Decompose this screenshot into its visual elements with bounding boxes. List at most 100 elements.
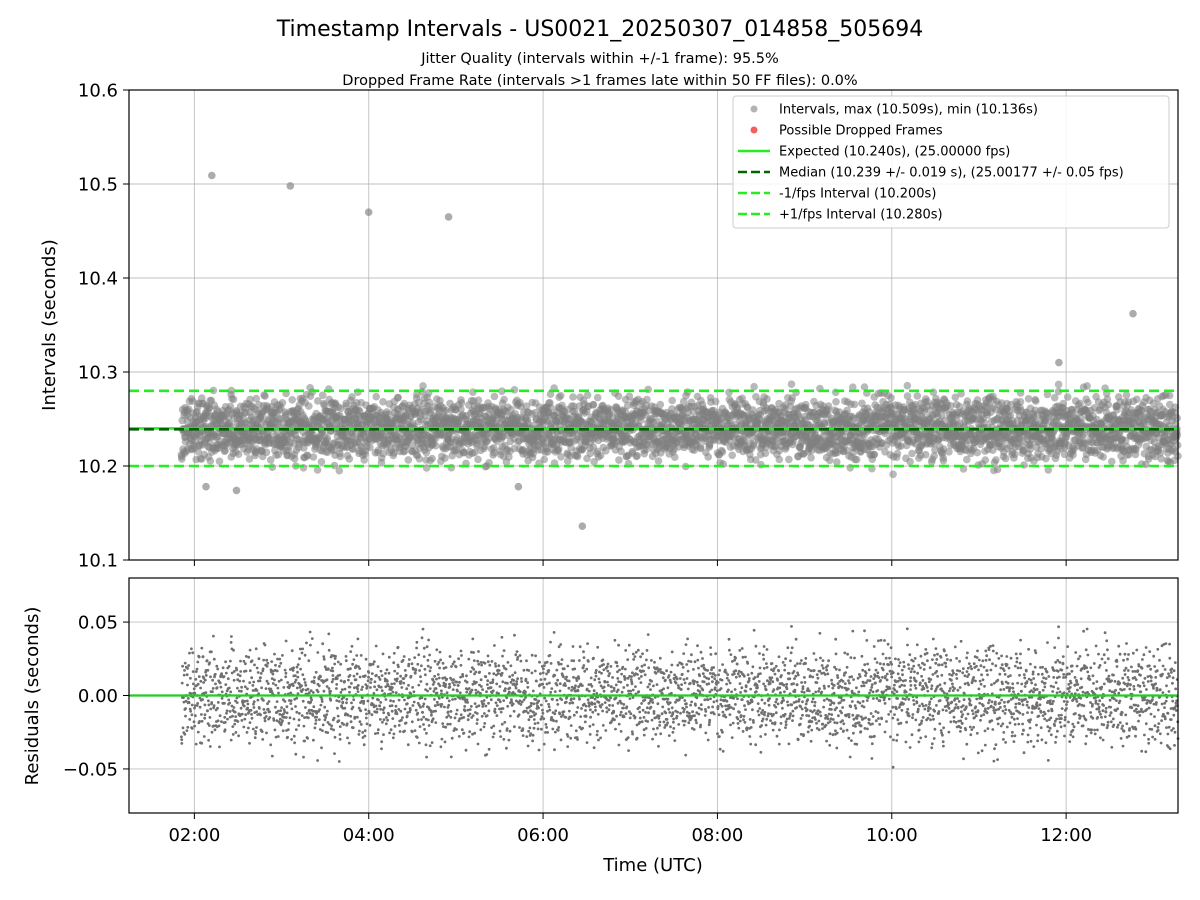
residual-point bbox=[236, 686, 239, 690]
residual-point bbox=[351, 726, 355, 730]
residual-point bbox=[194, 670, 198, 673]
residual-point bbox=[355, 654, 359, 657]
residual-point bbox=[311, 691, 315, 694]
residual-point bbox=[377, 698, 380, 702]
interval-point bbox=[314, 397, 322, 405]
residual-point bbox=[399, 680, 403, 683]
residual-point bbox=[180, 742, 184, 745]
residual-point bbox=[302, 677, 306, 681]
interval-point bbox=[246, 395, 254, 404]
legend-marker-dropped bbox=[750, 126, 758, 134]
residual-point bbox=[265, 731, 268, 735]
interval-point bbox=[668, 405, 676, 413]
legend-label-dropped: Possible Dropped Frames bbox=[779, 124, 943, 139]
residual-point bbox=[380, 674, 384, 677]
interval-point bbox=[336, 452, 345, 461]
residual-point bbox=[270, 660, 274, 663]
residual-point bbox=[396, 672, 399, 675]
residual-point bbox=[343, 687, 347, 691]
residual-point bbox=[192, 682, 195, 686]
residual-point bbox=[285, 705, 289, 709]
residual-point bbox=[223, 721, 227, 724]
interval-point bbox=[457, 405, 465, 413]
residual-point bbox=[276, 686, 280, 690]
interval-point bbox=[215, 457, 224, 466]
residual-point bbox=[252, 700, 256, 704]
residual-point bbox=[374, 644, 378, 648]
residual-point bbox=[315, 715, 319, 719]
residual-point bbox=[375, 673, 378, 677]
interval-point bbox=[557, 453, 565, 461]
residual-point bbox=[346, 713, 350, 717]
residual-point bbox=[379, 718, 382, 721]
residual-point bbox=[196, 730, 200, 734]
residual-point bbox=[314, 670, 318, 674]
top-y-tick-label: 10.5 bbox=[78, 175, 118, 196]
interval-outlier-point bbox=[578, 522, 587, 530]
residual-point bbox=[392, 661, 396, 665]
residual-point bbox=[196, 682, 200, 686]
residual-point bbox=[244, 669, 248, 673]
residual-point bbox=[378, 678, 382, 681]
residual-point bbox=[200, 646, 204, 650]
residual-point bbox=[339, 679, 343, 683]
interval-point bbox=[696, 443, 705, 452]
residual-point bbox=[282, 686, 286, 689]
residual-point bbox=[203, 678, 207, 682]
residual-point bbox=[262, 658, 266, 662]
residual-point bbox=[338, 733, 342, 736]
interval-point bbox=[785, 455, 793, 464]
residual-point bbox=[191, 651, 195, 655]
residual-point bbox=[364, 657, 368, 661]
residual-point bbox=[390, 682, 394, 686]
residual-point bbox=[249, 708, 253, 712]
interval-point bbox=[921, 450, 930, 459]
interval-point bbox=[318, 391, 327, 400]
interval-point bbox=[1083, 382, 1091, 390]
residual-point bbox=[321, 642, 325, 646]
residual-point bbox=[389, 728, 393, 732]
residual-point bbox=[223, 728, 227, 732]
residual-point bbox=[373, 680, 377, 684]
interval-point bbox=[457, 399, 466, 407]
residual-point bbox=[379, 669, 383, 673]
interval-point bbox=[432, 441, 440, 450]
interval-point bbox=[226, 402, 235, 411]
residual-point bbox=[329, 698, 333, 702]
residual-point bbox=[215, 664, 219, 668]
residual-point bbox=[336, 714, 340, 718]
interval-point bbox=[643, 395, 651, 404]
residual-point bbox=[303, 681, 307, 684]
interval-point bbox=[596, 451, 605, 460]
interval-point bbox=[303, 452, 312, 460]
residual-point bbox=[181, 726, 185, 730]
interval-point bbox=[540, 455, 548, 464]
residual-point bbox=[284, 639, 288, 643]
residual-point bbox=[301, 688, 305, 691]
interval-point bbox=[1032, 397, 1040, 405]
interval-point bbox=[547, 404, 555, 412]
residual-point bbox=[392, 699, 395, 703]
residual-point bbox=[292, 734, 296, 738]
residual-point bbox=[233, 710, 237, 714]
residual-point bbox=[180, 738, 184, 742]
residual-point bbox=[246, 706, 250, 710]
residual-point bbox=[289, 691, 293, 695]
residual-point bbox=[399, 674, 402, 678]
residual-point bbox=[273, 652, 276, 656]
residual-point bbox=[396, 645, 400, 649]
residual-point bbox=[349, 720, 353, 724]
top-y-tick-label: 10.4 bbox=[78, 269, 118, 290]
residual-point bbox=[333, 662, 337, 666]
residual-point bbox=[271, 672, 275, 676]
residual-point bbox=[327, 648, 331, 652]
residual-point bbox=[316, 651, 320, 654]
residual-point bbox=[378, 704, 382, 708]
residual-point bbox=[186, 725, 190, 729]
residual-point bbox=[250, 716, 254, 720]
residual-point bbox=[283, 668, 287, 672]
interval-point bbox=[807, 446, 816, 455]
residual-point bbox=[318, 708, 321, 711]
residual-point bbox=[193, 691, 197, 695]
residual-point bbox=[296, 663, 300, 666]
